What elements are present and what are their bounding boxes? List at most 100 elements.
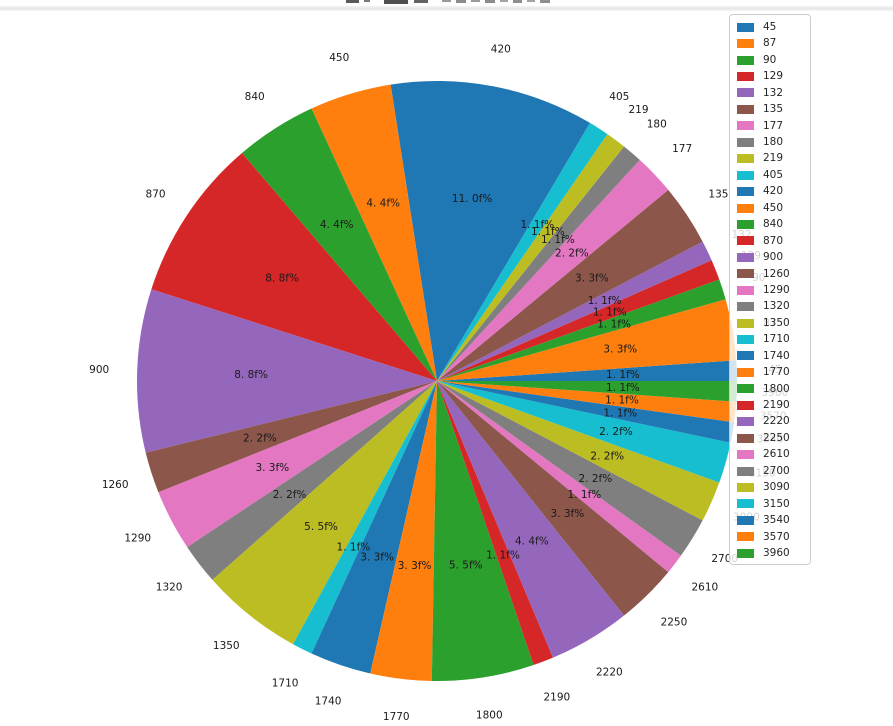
pie-percent-label: 1. 1f% bbox=[605, 395, 639, 407]
clipped-chart-title bbox=[0, 0, 893, 6]
pie-percent-label: 1. 1f% bbox=[606, 369, 640, 381]
pie-value-label: 2220 bbox=[596, 666, 623, 678]
title-glyph-fragment bbox=[471, 0, 480, 2]
pie-slice bbox=[212, 381, 437, 645]
legend-swatch bbox=[737, 335, 754, 345]
pie-slice bbox=[137, 289, 437, 453]
legend-swatch bbox=[737, 252, 754, 262]
legend-swatch bbox=[737, 450, 754, 460]
legend-swatch bbox=[737, 104, 754, 114]
legend-label: 420 bbox=[763, 185, 784, 198]
legend-swatch bbox=[737, 154, 754, 164]
pie-percent-label: 1. 1f% bbox=[593, 307, 627, 319]
pie-percent-label: 1. 1f% bbox=[486, 549, 520, 561]
legend-item: 2190 bbox=[730, 397, 810, 413]
title-glyph-fragment bbox=[527, 0, 535, 2]
title-glyph-fragment bbox=[442, 0, 451, 2]
legend-swatch bbox=[737, 187, 754, 197]
legend-item: 900 bbox=[730, 249, 810, 265]
title-glyph-fragment bbox=[513, 0, 522, 3]
pie-percent-label: 5. 5f% bbox=[449, 559, 483, 571]
legend-swatch bbox=[737, 121, 754, 131]
pie-slice bbox=[437, 381, 625, 658]
pie-slice bbox=[437, 260, 720, 381]
legend-item: 129 bbox=[730, 68, 810, 84]
pie-value-label: 135 bbox=[708, 188, 728, 200]
legend-swatch bbox=[737, 482, 754, 492]
pie-value-label: 1710 bbox=[272, 677, 299, 689]
pie-slice bbox=[437, 381, 720, 521]
pie-percent-label: 3. 3f% bbox=[255, 462, 289, 474]
legend-item: 3540 bbox=[730, 512, 810, 528]
pie-slice bbox=[370, 381, 437, 681]
pie-slice bbox=[151, 153, 438, 381]
legend-item: 1320 bbox=[730, 298, 810, 314]
pie-slice bbox=[437, 299, 737, 381]
pie-slice bbox=[437, 241, 712, 381]
pie-value-label: 2610 bbox=[691, 582, 718, 594]
pie-percent-label: 5. 5f% bbox=[304, 521, 338, 533]
pie-percent-label: 1. 1f% bbox=[568, 489, 602, 501]
title-glyph-fragment bbox=[485, 0, 495, 3]
pie-percent-label: 1. 1f% bbox=[520, 219, 554, 231]
pie-percent-label: 1. 1f% bbox=[606, 382, 640, 394]
legend-label: 2220 bbox=[763, 415, 790, 428]
legend-item: 177 bbox=[730, 118, 810, 134]
legend-swatch bbox=[737, 219, 754, 229]
legend-swatch bbox=[737, 269, 754, 279]
pie-percent-label: 3. 3f% bbox=[551, 508, 585, 520]
legend-label: 1350 bbox=[763, 316, 790, 329]
pie-percent-label: 2. 2f% bbox=[578, 473, 612, 485]
pie-percent-label: 4. 4f% bbox=[320, 219, 354, 231]
pie-percent-label: 2. 2f% bbox=[243, 432, 277, 444]
pie-percent-label: 2. 2f% bbox=[599, 426, 633, 438]
pie-slice bbox=[437, 381, 703, 556]
legend-item: 1710 bbox=[730, 331, 810, 347]
pie-value-label: 900 bbox=[89, 364, 109, 376]
pie-percent-label: 1. 1f% bbox=[337, 542, 371, 554]
pie-slice bbox=[437, 279, 726, 381]
legend-label: 3090 bbox=[763, 481, 790, 494]
pie-slice bbox=[437, 146, 640, 381]
pie-slice bbox=[187, 381, 437, 580]
pie-value-label: 405 bbox=[609, 91, 629, 103]
legend-item: 840 bbox=[730, 216, 810, 232]
legend-swatch bbox=[737, 433, 754, 443]
pie-slice bbox=[437, 189, 703, 381]
legend-item: 1260 bbox=[730, 266, 810, 282]
legend-box: 45 87 90 129 132 135 177 180 219 405 420 450 840 870 9… bbox=[729, 14, 811, 565]
pie-slice bbox=[437, 381, 669, 616]
legend-label: 135 bbox=[763, 103, 784, 116]
pie-slice bbox=[241, 108, 437, 382]
pie-value-label: 1800 bbox=[476, 709, 503, 721]
legend-item: 3960 bbox=[730, 545, 810, 561]
legend-item: 1800 bbox=[730, 381, 810, 397]
legend-item: 3570 bbox=[730, 529, 810, 545]
pie-slice bbox=[437, 360, 737, 381]
pie-slice bbox=[293, 381, 437, 654]
pie-slice bbox=[437, 381, 681, 573]
title-glyph-fragment bbox=[384, 0, 408, 4]
legend-swatch bbox=[737, 400, 754, 410]
pie-slice bbox=[437, 381, 553, 666]
pie-value-label: 180 bbox=[647, 119, 667, 131]
legend-label: 450 bbox=[763, 201, 784, 214]
pie-slice bbox=[431, 381, 534, 681]
pie-percent-label: 1. 1f% bbox=[541, 234, 575, 246]
pie-percent-label: 3. 3f% bbox=[575, 272, 609, 284]
pie-percent-label: 4. 4f% bbox=[515, 535, 549, 547]
legend-label: 1800 bbox=[763, 382, 790, 395]
pie-value-label: 1290 bbox=[124, 533, 151, 545]
legend-swatch bbox=[737, 532, 754, 542]
legend-item: 2700 bbox=[730, 463, 810, 479]
legend-label: 1770 bbox=[763, 366, 790, 379]
legend-label: 129 bbox=[763, 70, 784, 83]
pie-value-label: 2250 bbox=[661, 617, 688, 629]
legend-label: 2250 bbox=[763, 431, 790, 444]
legend-item: 3090 bbox=[730, 479, 810, 495]
legend-swatch bbox=[737, 22, 754, 32]
pie-slice bbox=[437, 381, 731, 483]
legend-swatch bbox=[737, 318, 754, 328]
